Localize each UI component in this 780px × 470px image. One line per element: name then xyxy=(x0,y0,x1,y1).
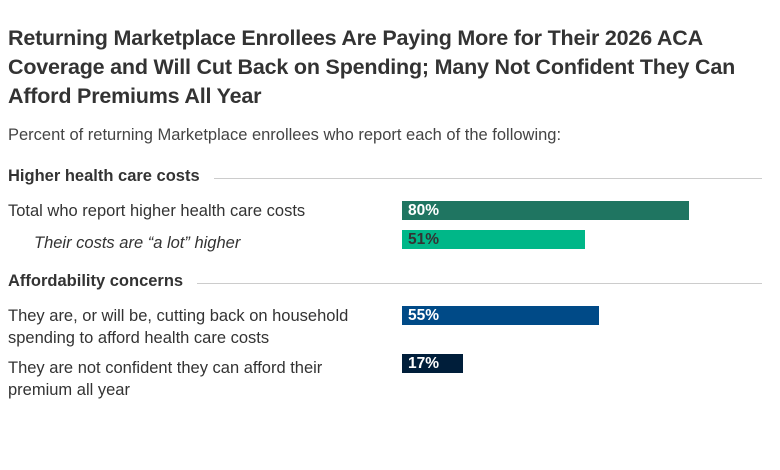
row-label: Their costs are “a lot” higher xyxy=(34,234,241,252)
group-heading-affordability: Affordability concerns xyxy=(8,272,198,291)
group-divider xyxy=(8,283,762,284)
group-divider xyxy=(8,178,762,179)
group-heading-costs: Higher health care costs xyxy=(8,167,214,186)
chart-title: Returning Marketplace Enrollees Are Payi… xyxy=(8,26,736,108)
row-label: Total who report higher health care cost… xyxy=(8,202,306,220)
bar: 17% xyxy=(402,354,463,373)
row-label: They are not confident they can afford t… xyxy=(8,359,323,399)
bar: 80% xyxy=(402,201,689,220)
data-label: 51% xyxy=(408,231,440,248)
data-label: 55% xyxy=(408,307,440,324)
data-label: 17% xyxy=(408,355,440,372)
row-label: They are, or will be, cutting back on ho… xyxy=(8,307,349,347)
bar: 51% xyxy=(402,230,585,249)
data-label: 80% xyxy=(408,202,440,219)
chart-subtitle: Percent of returning Marketplace enrolle… xyxy=(8,126,562,144)
bar: 55% xyxy=(402,306,600,325)
